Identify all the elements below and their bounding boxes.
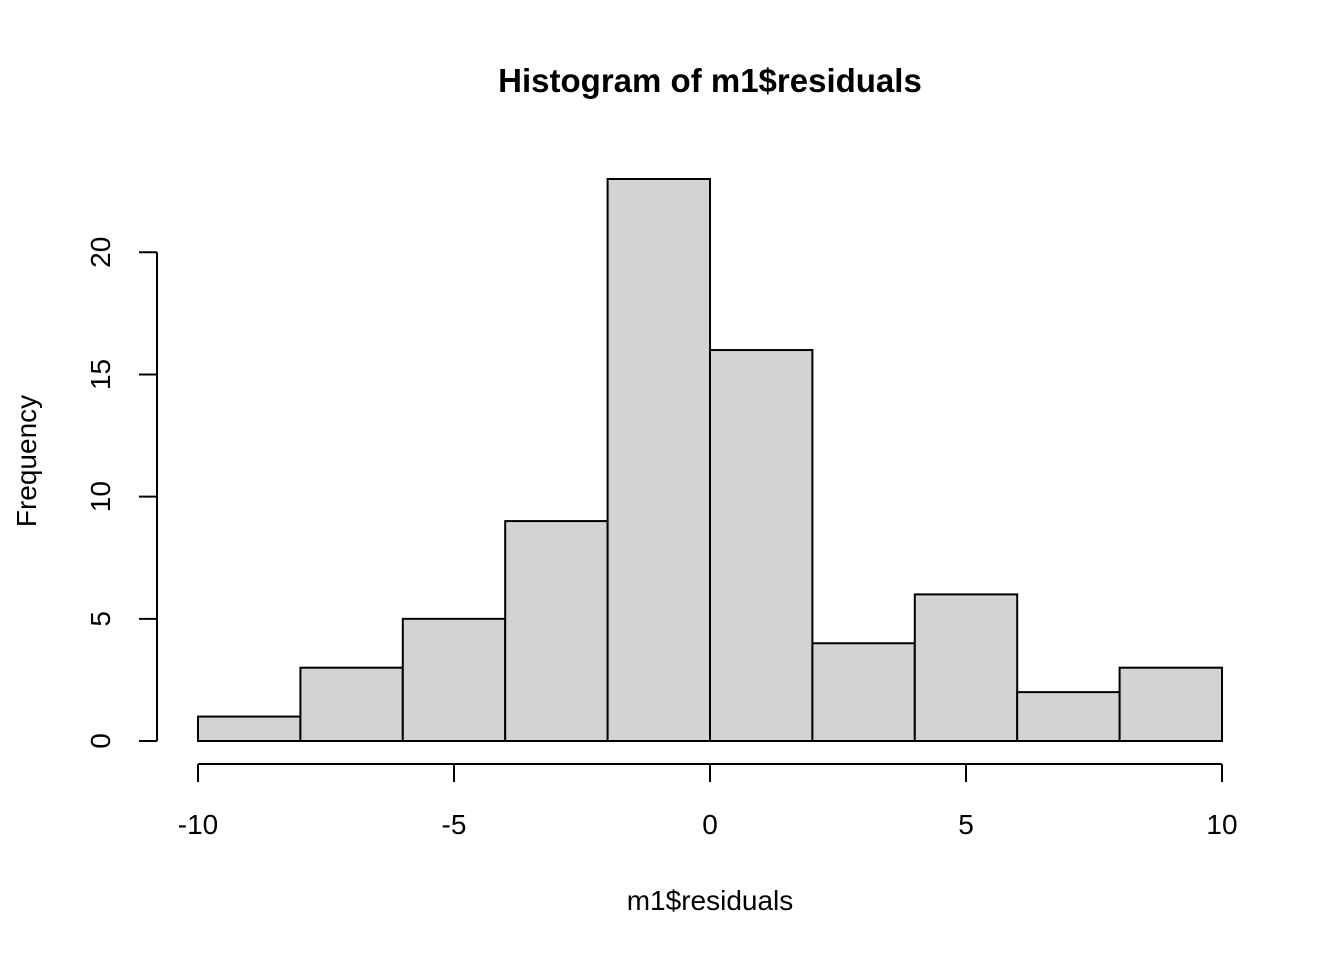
histogram-bar	[504, 520, 609, 743]
x-tick-label: 0	[702, 809, 718, 840]
histogram-bar	[811, 642, 916, 742]
y-tick-label: 20	[85, 237, 116, 268]
y-tick-label: 15	[85, 359, 116, 390]
histogram-bar	[1118, 666, 1223, 743]
histogram-bar	[299, 666, 404, 743]
x-tick-label: -5	[442, 809, 467, 840]
bars-group	[197, 178, 1223, 743]
histogram-bar	[401, 617, 507, 743]
histogram-bar	[197, 715, 302, 743]
chart-title: Histogram of m1$residuals	[498, 62, 922, 99]
histogram-bar	[1016, 691, 1121, 742]
histogram-bar	[606, 178, 711, 742]
y-axis-label: Frequency	[11, 395, 42, 527]
y-axis: 0 5 10 15 20	[85, 237, 158, 749]
histogram-bar	[913, 593, 1019, 742]
y-tick-label: 0	[85, 733, 116, 749]
y-tick-label: 10	[85, 481, 116, 512]
x-axis: -10 -5 0 5 10	[178, 763, 1238, 840]
histogram-bar	[709, 349, 814, 742]
x-tick-label: -10	[178, 809, 218, 840]
y-tick-label: 5	[85, 611, 116, 627]
x-tick-label: 5	[958, 809, 974, 840]
x-axis-label: m1$residuals	[627, 885, 794, 916]
x-tick-label: 10	[1206, 809, 1237, 840]
